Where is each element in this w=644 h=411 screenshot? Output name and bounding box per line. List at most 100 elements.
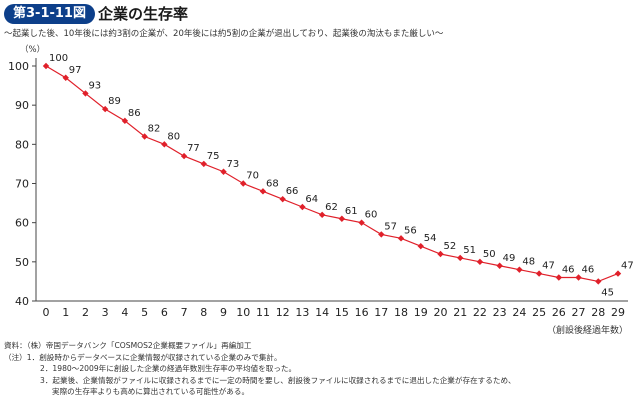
- x-tick-label: 11: [256, 306, 270, 319]
- data-label: 89: [108, 96, 121, 107]
- x-tick-label: 6: [161, 306, 168, 319]
- source-note: 資料：（株）帝国データバンク「COSMOS2企業概要ファイル」再編加工: [4, 341, 252, 350]
- data-point-marker: [595, 278, 602, 285]
- data-label: 82: [148, 124, 161, 135]
- data-label: 57: [384, 221, 397, 232]
- x-tick-label: 9: [220, 306, 227, 319]
- data-label: 62: [325, 202, 338, 213]
- y-tick-label: 40: [15, 295, 29, 308]
- x-tick-label: 2: [82, 306, 89, 319]
- x-tick-label: 22: [473, 306, 487, 319]
- note-2: 2．1980～2009年に創設した企業の経過年数別生存率の平均値を取った。: [40, 364, 297, 373]
- x-tick-label: 29: [611, 306, 625, 319]
- x-tick-label: 25: [532, 306, 546, 319]
- data-point-marker: [516, 266, 523, 273]
- data-point-marker: [299, 203, 306, 211]
- note-3: 3．起業後、企業情報がファイルに収録されるまでに一定の時間を要し、創設後ファイル…: [40, 375, 516, 385]
- data-label: 100: [49, 53, 68, 64]
- x-tick-label: 14: [315, 306, 329, 319]
- figure-notes: 資料：（株）帝国データバンク「COSMOS2企業概要ファイル」再編加工 （注）1…: [4, 340, 640, 398]
- x-tick-label: 0: [43, 306, 50, 319]
- data-point-marker: [180, 152, 188, 160]
- x-axis-label: （創設後経過年数）: [547, 324, 628, 336]
- x-tick-label: 10: [236, 306, 250, 319]
- x-tick-label: 23: [493, 306, 507, 319]
- data-point-marker: [397, 235, 405, 242]
- y-tick-label: 60: [15, 217, 29, 230]
- data-label: 46: [562, 265, 575, 276]
- data-label: 50: [483, 249, 496, 260]
- data-point-marker: [378, 231, 385, 238]
- figure-title: 企業の生存率: [98, 5, 189, 23]
- data-point-marker: [496, 262, 503, 269]
- x-tick-label: 20: [433, 306, 447, 319]
- data-label: 97: [69, 65, 82, 76]
- y-tick-label: 80: [15, 138, 29, 151]
- data-label: 60: [365, 210, 378, 221]
- data-label: 93: [88, 80, 101, 91]
- x-tick-label: 24: [512, 306, 526, 319]
- figure-subtitle: ～起業した後、10年後には約3割の企業が、20年後には約5割の企業が退出しており…: [4, 29, 444, 39]
- data-point-marker: [338, 215, 346, 222]
- x-tick-label: 7: [181, 306, 188, 319]
- data-label: 54: [424, 233, 437, 244]
- x-tick-label: 8: [200, 306, 207, 319]
- data-label: 80: [167, 131, 180, 142]
- y-tick-label: 100: [8, 60, 29, 73]
- data-point-marker: [476, 258, 484, 266]
- x-tick-label: 17: [374, 306, 388, 319]
- data-point-marker: [437, 250, 444, 258]
- data-point-marker: [220, 168, 227, 175]
- x-tick-label: 28: [591, 306, 605, 319]
- x-tick-label: 18: [394, 306, 408, 319]
- data-point-marker: [614, 270, 622, 277]
- data-point-marker: [259, 188, 267, 195]
- y-tick-label: 90: [15, 99, 29, 112]
- x-tick-label: 1: [62, 306, 69, 319]
- y-axis-unit-label: （%）: [20, 44, 45, 55]
- data-label: 47: [542, 261, 555, 272]
- data-point-marker: [417, 242, 424, 250]
- data-label: 66: [286, 186, 299, 197]
- x-tick-label: 3: [102, 306, 109, 319]
- data-label: 70: [246, 171, 259, 182]
- data-point-marker: [200, 160, 207, 168]
- data-label: 77: [187, 143, 200, 154]
- x-tick-label: 21: [453, 306, 467, 319]
- x-tick-label: 26: [552, 306, 566, 319]
- data-point-marker: [62, 74, 69, 81]
- data-point-marker: [82, 90, 89, 97]
- x-tick-label: 15: [335, 306, 349, 319]
- data-point-marker: [575, 274, 582, 281]
- data-point-marker: [42, 62, 50, 70]
- data-label: 68: [266, 178, 279, 189]
- y-tick-label: 70: [15, 178, 29, 191]
- x-tick-label: 4: [121, 306, 128, 319]
- data-label: 75: [207, 151, 220, 162]
- x-tick-label: 5: [141, 306, 148, 319]
- note-1: （注）1．創設時からデータベースに企業情報が収録されている企業のみで集計。: [4, 352, 282, 362]
- x-tick-label: 12: [276, 306, 290, 319]
- data-label: 46: [582, 265, 595, 276]
- data-point-marker: [240, 180, 247, 187]
- x-tick-label: 19: [414, 306, 428, 319]
- data-label: 51: [463, 245, 476, 256]
- data-label: 64: [305, 194, 318, 205]
- x-tick-label: 27: [572, 306, 586, 319]
- data-point-marker: [279, 195, 286, 203]
- data-label: 52: [443, 241, 456, 252]
- data-point-marker: [555, 274, 563, 281]
- data-point-marker: [535, 270, 543, 277]
- data-label: 61: [345, 206, 358, 217]
- data-point-marker: [121, 117, 129, 125]
- y-tick-label: 50: [15, 256, 29, 269]
- x-tick-label: 13: [295, 306, 309, 319]
- data-label: 48: [522, 257, 535, 268]
- survival-rate-series-line: [45, 65, 619, 283]
- x-tick-label: 16: [355, 306, 369, 319]
- data-label: 45: [601, 287, 614, 298]
- data-point-marker: [318, 211, 326, 219]
- data-point-marker: [358, 219, 365, 226]
- data-label: 49: [503, 253, 516, 264]
